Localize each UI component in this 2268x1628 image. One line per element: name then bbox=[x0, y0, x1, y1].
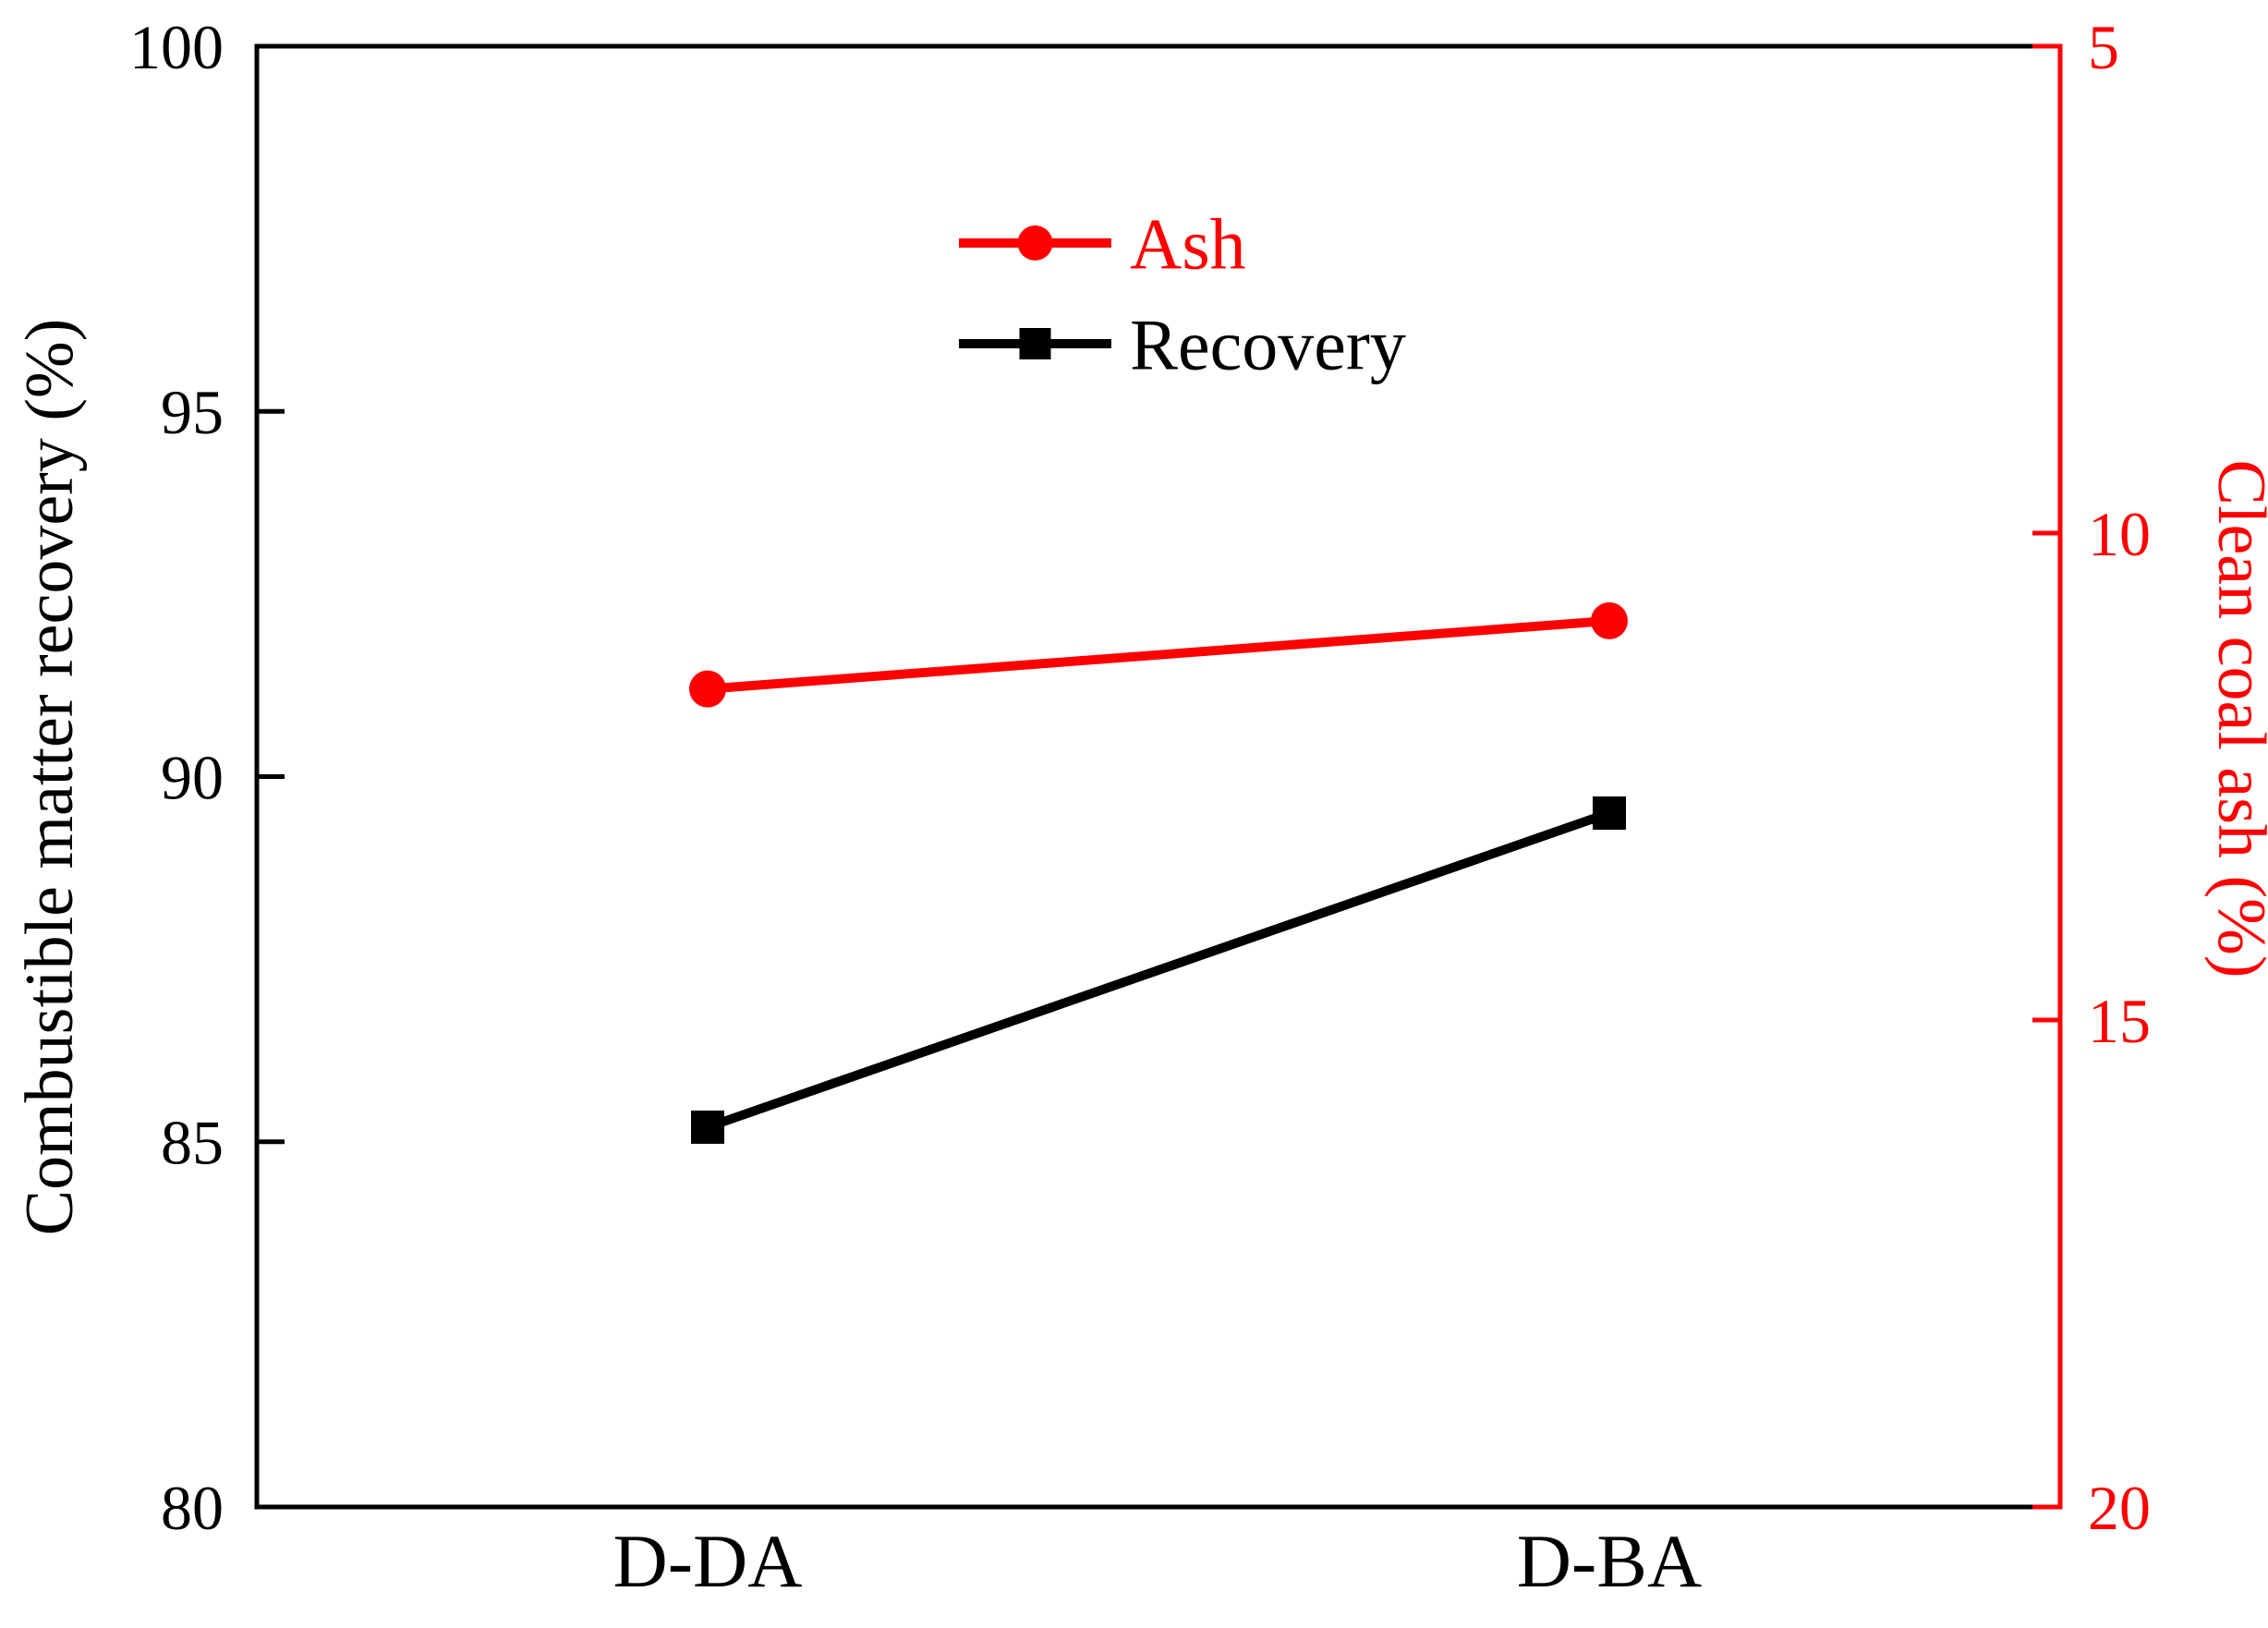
right-tick-label: 5 bbox=[2088, 12, 2119, 82]
series-line-ash bbox=[707, 615, 1610, 694]
left-tick-label: 100 bbox=[129, 12, 224, 82]
left-tick-label: 90 bbox=[161, 742, 224, 812]
right-tick-label: 10 bbox=[2088, 499, 2151, 569]
axis-ticks bbox=[257, 43, 2060, 1510]
legend: Ash Recovery bbox=[959, 203, 1406, 384]
data-point-recovery bbox=[1593, 796, 1626, 831]
left-axis-title: Combustible matter recovery (%) bbox=[12, 319, 88, 1236]
right-tick-label: 15 bbox=[2088, 986, 2151, 1056]
legend-circle-marker bbox=[1017, 225, 1053, 261]
right-axis-title: Clean coal ash (%) bbox=[2203, 460, 2268, 978]
x-tick-label: D-DA bbox=[613, 1519, 803, 1603]
legend-label: Recovery bbox=[1130, 304, 1406, 384]
left-tick-label: 95 bbox=[161, 377, 224, 447]
data-series-layer bbox=[689, 601, 1628, 1144]
legend-label: Ash bbox=[1130, 203, 1246, 284]
x-tick-label: D-BA bbox=[1517, 1519, 1702, 1603]
data-point-recovery bbox=[691, 1110, 724, 1144]
axis-tick-labels: 100 95 90 85 80 5 10 15 20 D-DA D-BA bbox=[129, 12, 2151, 1603]
right-tick-label: 20 bbox=[2088, 1473, 2151, 1543]
data-point-ash bbox=[1591, 601, 1628, 639]
series-line-recovery bbox=[706, 808, 1611, 1132]
data-point-ash bbox=[689, 670, 726, 708]
left-tick-label: 80 bbox=[161, 1473, 224, 1543]
legend-square-marker bbox=[1019, 328, 1051, 359]
left-tick-label: 85 bbox=[161, 1108, 224, 1178]
